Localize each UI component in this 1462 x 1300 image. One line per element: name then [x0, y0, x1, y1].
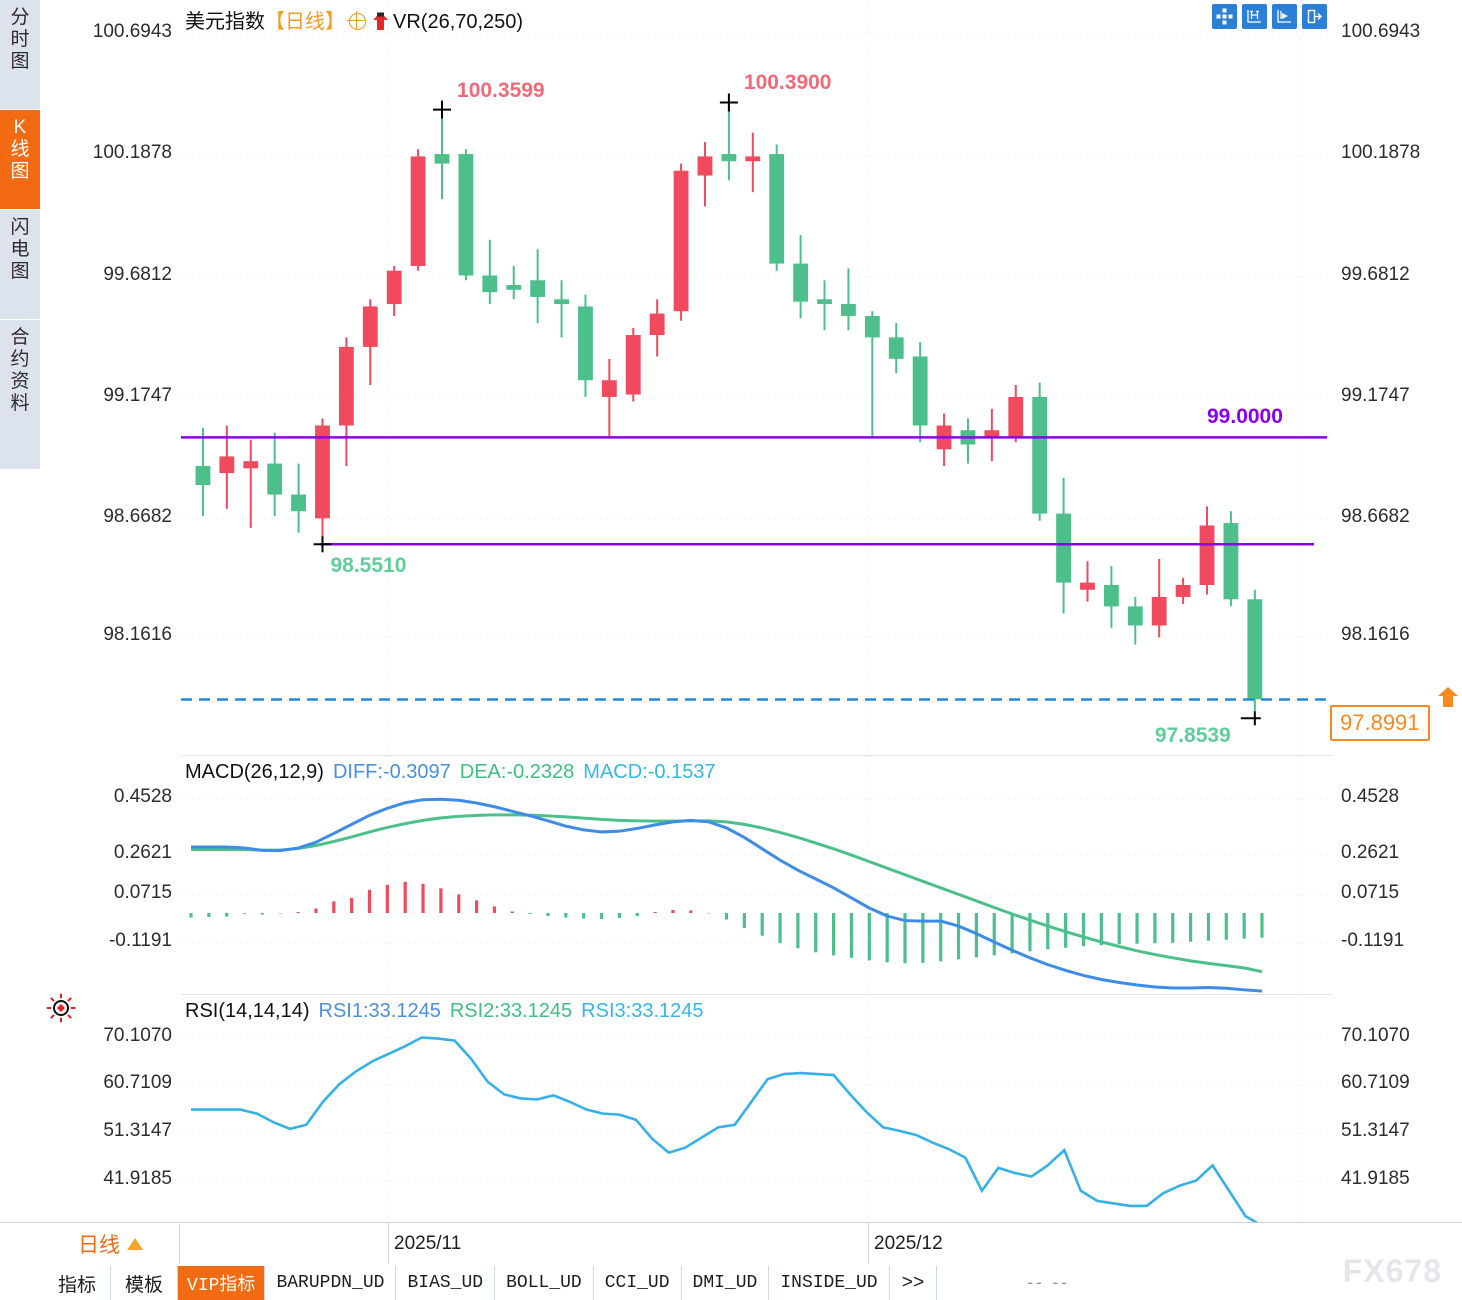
- macd-chart-canvas: [181, 756, 1332, 994]
- macd-axis-label-left: 0.2621: [113, 842, 172, 863]
- macd-axis-label-left: 0.0715: [113, 882, 172, 903]
- upper-line-label: 99.0000: [1207, 405, 1283, 429]
- price-pane-header: 美元指数【日线】 VR(26,70,250): [185, 5, 523, 37]
- price-pane[interactable]: 美元指数【日线】 VR(26,70,250): [181, 0, 1332, 756]
- barupdn-ud-button[interactable]: BARUPDN_UD: [265, 1266, 397, 1300]
- macd-axis-label-left: 0.4528: [113, 786, 172, 807]
- price-axis-label-left: 99.6812: [103, 264, 172, 285]
- up-arrow-icon: [372, 11, 389, 37]
- rsi-axis-label-left: 70.1070: [103, 1025, 172, 1046]
- low-label-1: 98.5510: [330, 554, 407, 578]
- date-tick-label: 2025/11: [394, 1233, 462, 1254]
- rsi3-value: RSI3:33.1245: [581, 1000, 704, 1022]
- rsi-axis-label-right: 51.3147: [1341, 1120, 1410, 1141]
- timeframe-button[interactable]: 日线: [42, 1224, 180, 1264]
- macd-dea-value: DEA:-0.2328: [459, 761, 575, 783]
- exit-icon[interactable]: [1302, 4, 1327, 29]
- move-icon[interactable]: [1212, 4, 1237, 29]
- date-tick-label: 2025/12: [874, 1233, 943, 1254]
- rsi-axis-label-left: 60.7109: [103, 1072, 172, 1093]
- chart-tool-buttons: [1212, 4, 1327, 29]
- macd-pane[interactable]: MACD(26,12,9) DIFF:-0.3097 DEA:-0.2328 MACD…: [181, 756, 1332, 995]
- rsi-chart-canvas: [181, 995, 1332, 1227]
- macd-axis-label-right: 0.0715: [1341, 882, 1400, 903]
- rsi-axis-label-right: 70.1070: [1341, 1025, 1410, 1046]
- brightness-icon[interactable]: [46, 993, 76, 1023]
- macd-title: MACD(26,12,9): [185, 761, 324, 783]
- rail-item-contract-info[interactable]: 合约资料: [0, 320, 40, 470]
- last-price-box[interactable]: 97.8991: [1330, 705, 1430, 742]
- toolbar-dashes: -- --: [1027, 1273, 1070, 1292]
- rsi-pane[interactable]: RSI(14,14,14) RSI1:33.1245 RSI2:33.1245 RSI…: [181, 995, 1332, 1227]
- indicator-label: VR(26,70,250): [393, 11, 524, 33]
- symbol-label: 美元指数: [185, 11, 265, 33]
- draw-icon[interactable]: [1272, 4, 1297, 29]
- dmi-ud-button[interactable]: DMI_UD: [682, 1266, 770, 1300]
- left-price-gutter: 100.6943 100.1878 99.6812 99.1747 98.6682 98.…: [40, 0, 182, 1222]
- price-axis-label-left: 99.1747: [103, 385, 172, 406]
- rsi1-value: RSI1:33.1245: [318, 1000, 441, 1022]
- crosshair-icon[interactable]: [347, 11, 366, 30]
- price-axis-label-right: 98.6682: [1341, 506, 1410, 527]
- price-chart-canvas: [181, 0, 1332, 755]
- price-axis-label-left: 98.6682: [103, 506, 172, 527]
- boll-ud-button[interactable]: BOLL_UD: [495, 1266, 594, 1300]
- macd-axis-label-right: 0.2621: [1341, 842, 1400, 863]
- low-label-2: 97.8539: [1154, 724, 1231, 748]
- high-label-1: 100.3599: [457, 78, 545, 102]
- rsi-axis-label-right: 60.7109: [1341, 1072, 1410, 1093]
- price-axis-label-right: 98.1616: [1341, 624, 1410, 645]
- macd-axis-label-right: 0.4528: [1341, 786, 1400, 807]
- date-separator: [388, 1223, 389, 1264]
- rsi-axis-label-left: 51.3147: [103, 1120, 172, 1141]
- bottom-toolbar: 指标 模板 VIP指标 BARUPDN_UD BIAS_UD BOLL_UD CCI_UD D…: [0, 1266, 1462, 1300]
- macd-diff-value: DIFF:-0.3097: [332, 761, 451, 783]
- date-axis: 日线 2025/11 2025/12: [0, 1222, 1462, 1267]
- rsi2-value: RSI2:33.1245: [449, 1000, 573, 1022]
- rsi-axis-label-right: 41.9185: [1341, 1168, 1410, 1189]
- bias-ud-button[interactable]: BIAS_UD: [396, 1266, 496, 1300]
- last-price-arrow-icon: [1436, 687, 1460, 714]
- triangle-up-icon: [127, 1238, 143, 1250]
- date-separator: [868, 1223, 869, 1264]
- period-label: 【日线】: [265, 11, 345, 33]
- rail-item-timeline-chart[interactable]: 分时图: [0, 0, 40, 110]
- price-axis-label-right: 100.1878: [1341, 142, 1421, 163]
- right-price-axis: 100.6943 100.1878 99.6812 99.1747 98.6682 98.…: [1331, 0, 1462, 1222]
- macd-axis-label-right: -0.1191: [1341, 930, 1405, 951]
- price-axis-label-left: 100.1878: [92, 142, 172, 163]
- price-axis-label-right: 99.1747: [1341, 385, 1410, 406]
- more-indicators-button[interactable]: >>: [890, 1266, 938, 1300]
- price-axis-label-left: 100.6943: [92, 21, 172, 42]
- measure-icon[interactable]: [1242, 4, 1267, 29]
- template-button[interactable]: 模板: [111, 1266, 179, 1300]
- high-label-2: 100.3900: [743, 71, 832, 95]
- rail-item-lightning-chart[interactable]: 闪电图: [0, 210, 40, 320]
- price-axis-label-right: 99.6812: [1341, 264, 1410, 285]
- rsi-title: RSI(14,14,14): [185, 1000, 310, 1022]
- price-axis-label-right: 100.6943: [1341, 21, 1421, 42]
- macd-macd-value: MACD:-0.1537: [583, 761, 716, 783]
- rsi-pane-header: RSI(14,14,14) RSI1:33.1245 RSI2:33.1245 RSI…: [185, 1000, 704, 1023]
- price-axis-label-left: 98.1616: [103, 624, 172, 645]
- macd-pane-header: MACD(26,12,9) DIFF:-0.3097 DEA:-0.2328 MACD…: [185, 761, 716, 784]
- cci-ud-button[interactable]: CCI_UD: [594, 1266, 682, 1300]
- macd-axis-label-left: -0.1191: [108, 930, 172, 951]
- inside-ud-button[interactable]: INSIDE_UD: [769, 1266, 890, 1300]
- indicators-button[interactable]: 指标: [44, 1266, 112, 1300]
- timeframe-label: 日线: [78, 1234, 120, 1257]
- rsi-axis-label-left: 41.9185: [103, 1168, 172, 1189]
- vip-indicators-button[interactable]: VIP指标: [178, 1266, 266, 1300]
